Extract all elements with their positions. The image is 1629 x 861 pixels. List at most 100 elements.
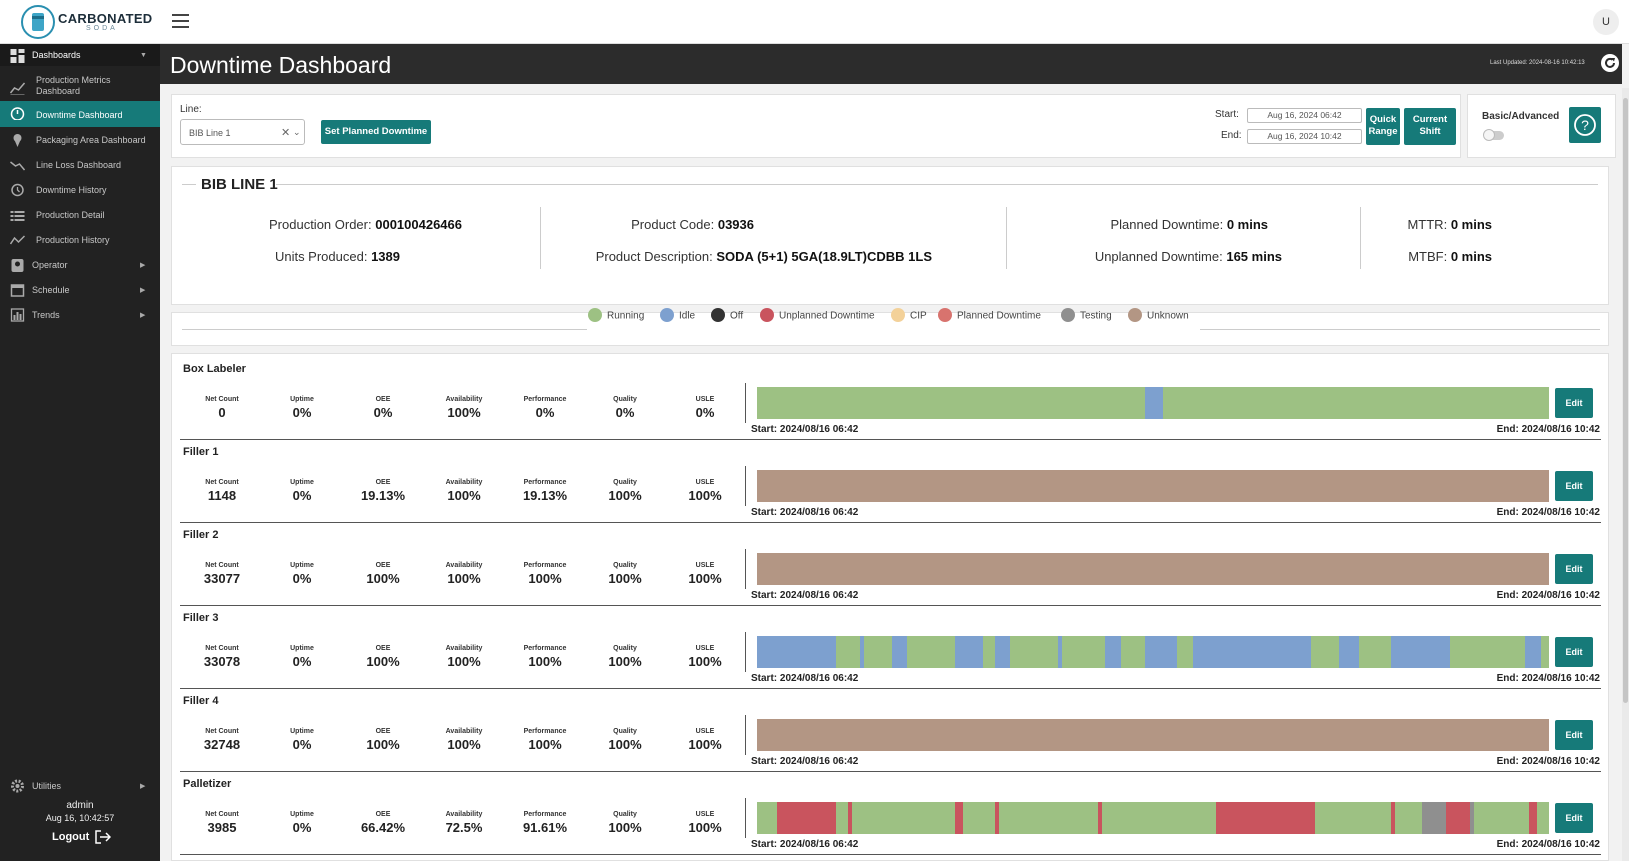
timeline-segment[interactable]: [852, 802, 955, 834]
sidebar-item-production-detail[interactable]: Production Detail: [0, 203, 160, 227]
timeline-segment[interactable]: [1390, 802, 1395, 834]
sidebar-item-production-metrics[interactable]: Production Metrics Dashboard: [0, 73, 160, 99]
legend-item-running[interactable]: Running: [588, 308, 644, 322]
timeline-segment[interactable]: [1105, 636, 1122, 668]
end-date-input[interactable]: Aug 16, 2024 10:42: [1247, 129, 1362, 144]
timeline-segment[interactable]: [1339, 636, 1359, 668]
timeline-segment[interactable]: [836, 802, 849, 834]
edit-button[interactable]: Edit: [1555, 803, 1593, 833]
edit-button[interactable]: Edit: [1555, 720, 1593, 750]
timeline-segment[interactable]: [1529, 802, 1538, 834]
quick-range-button[interactable]: Quick Range: [1366, 108, 1400, 145]
help-button[interactable]: ?: [1569, 107, 1601, 143]
timeline-segment[interactable]: [1145, 387, 1163, 419]
timeline-segment[interactable]: [859, 636, 864, 668]
legend-item-planned-downtime[interactable]: Planned Downtime: [938, 308, 1041, 322]
timeline-segment[interactable]: [907, 636, 955, 668]
timeline-segment[interactable]: [848, 802, 853, 834]
timeline-segment[interactable]: [962, 802, 995, 834]
timeline-segment[interactable]: [891, 636, 908, 668]
legend-item-unplanned-downtime[interactable]: Unplanned Downtime: [760, 308, 875, 322]
sidebar-item-packaging-area[interactable]: Packaging Area Dashboard: [0, 128, 160, 152]
timeline-segment[interactable]: [994, 802, 999, 834]
basic-advanced-toggle[interactable]: [1483, 129, 1504, 141]
legend-item-testing[interactable]: Testing: [1061, 308, 1112, 322]
timeline-segment[interactable]: [1216, 802, 1316, 834]
edit-button[interactable]: Edit: [1555, 554, 1593, 584]
timeline-segment[interactable]: [994, 636, 1011, 668]
timeline-segment[interactable]: [1450, 636, 1526, 668]
timeline-segment[interactable]: [836, 636, 860, 668]
sidebar-item-trends[interactable]: Trends ▶: [0, 303, 160, 327]
legend-item-unknown[interactable]: Unknown: [1128, 308, 1189, 322]
sidebar-item-production-history[interactable]: Production History: [0, 228, 160, 252]
brand-logo[interactable]: CARBONATED SODA: [20, 4, 152, 40]
timeline-segment[interactable]: [998, 802, 1098, 834]
logout-button[interactable]: Logout: [52, 830, 112, 844]
edit-button[interactable]: Edit: [1555, 637, 1593, 667]
timeline-segment[interactable]: [1422, 802, 1447, 834]
scrollbar-thumb[interactable]: [1623, 98, 1628, 703]
timeline-segment[interactable]: [1101, 802, 1217, 834]
timeline-segment[interactable]: [955, 802, 963, 834]
timeline-segment[interactable]: [1121, 636, 1146, 668]
current-shift-button[interactable]: Current Shift: [1404, 108, 1456, 145]
timeline-segment[interactable]: [1469, 802, 1474, 834]
edit-button[interactable]: Edit: [1555, 388, 1593, 418]
timeline-segment[interactable]: [1315, 802, 1391, 834]
timeline-segment[interactable]: [757, 719, 1549, 751]
timeline-segment[interactable]: [1525, 636, 1542, 668]
set-planned-downtime-button[interactable]: Set Planned Downtime: [321, 120, 431, 144]
sidebar-item-downtime-dashboard[interactable]: Downtime Dashboard: [0, 101, 160, 127]
status-timeline[interactable]: [757, 470, 1549, 502]
timeline-segment[interactable]: [1057, 636, 1062, 668]
refresh-icon[interactable]: [1601, 54, 1619, 72]
timeline-segment[interactable]: [1394, 802, 1423, 834]
line-select[interactable]: BIB Line 1 ✕ ⌄: [180, 119, 305, 145]
sidebar-item-schedule[interactable]: Schedule ▶: [0, 278, 160, 302]
clear-icon[interactable]: ✕: [281, 127, 291, 139]
timeline-segment[interactable]: [1176, 636, 1193, 668]
status-timeline[interactable]: [757, 636, 1549, 668]
timeline-segment[interactable]: [1061, 636, 1106, 668]
timeline-segment[interactable]: [757, 387, 1146, 419]
timeline-segment[interactable]: [1162, 387, 1549, 419]
sidebar-item-operator[interactable]: Operator ▶: [0, 253, 160, 277]
legend-item-idle[interactable]: Idle: [660, 308, 695, 322]
timeline-segment[interactable]: [1541, 636, 1549, 668]
timeline-segment[interactable]: [982, 636, 995, 668]
timeline-segment[interactable]: [776, 802, 837, 834]
status-timeline[interactable]: [757, 802, 1549, 834]
timeline-segment[interactable]: [955, 636, 983, 668]
timeline-segment[interactable]: [1446, 802, 1470, 834]
edit-button[interactable]: Edit: [1555, 471, 1593, 501]
menu-toggle-icon[interactable]: [172, 14, 189, 28]
timeline-segment[interactable]: [757, 553, 1549, 585]
timeline-segment[interactable]: [1473, 802, 1530, 834]
status-timeline[interactable]: [757, 387, 1549, 419]
sidebar-item-dashboards[interactable]: Dashboards ▼: [0, 44, 160, 66]
timeline-segment[interactable]: [1311, 636, 1340, 668]
timeline-segment[interactable]: [1010, 636, 1058, 668]
legend-item-cip[interactable]: CIP: [891, 308, 927, 322]
timeline-segment[interactable]: [1097, 802, 1102, 834]
sidebar-item-utilities[interactable]: Utilities ▶: [0, 774, 160, 798]
scrollbar[interactable]: [1622, 88, 1629, 861]
status-timeline[interactable]: [757, 719, 1549, 751]
timeline-segment[interactable]: [1537, 802, 1549, 834]
status-timeline[interactable]: [757, 553, 1549, 585]
sidebar-item-line-loss[interactable]: Line Loss Dashboard: [0, 153, 160, 177]
timeline-segment[interactable]: [1358, 636, 1391, 668]
timeline-segment[interactable]: [1192, 636, 1312, 668]
start-date-input[interactable]: Aug 16, 2024 06:42: [1247, 108, 1362, 123]
timeline-segment[interactable]: [1145, 636, 1177, 668]
avatar[interactable]: U: [1593, 9, 1619, 35]
legend-item-off[interactable]: Off: [711, 308, 743, 322]
chevron-down-icon[interactable]: ⌄: [293, 127, 301, 137]
timeline-segment[interactable]: [757, 636, 837, 668]
timeline-segment[interactable]: [757, 470, 1549, 502]
sidebar-item-downtime-history[interactable]: Downtime History: [0, 178, 160, 202]
timeline-segment[interactable]: [863, 636, 892, 668]
timeline-segment[interactable]: [757, 802, 777, 834]
timeline-segment[interactable]: [1390, 636, 1450, 668]
